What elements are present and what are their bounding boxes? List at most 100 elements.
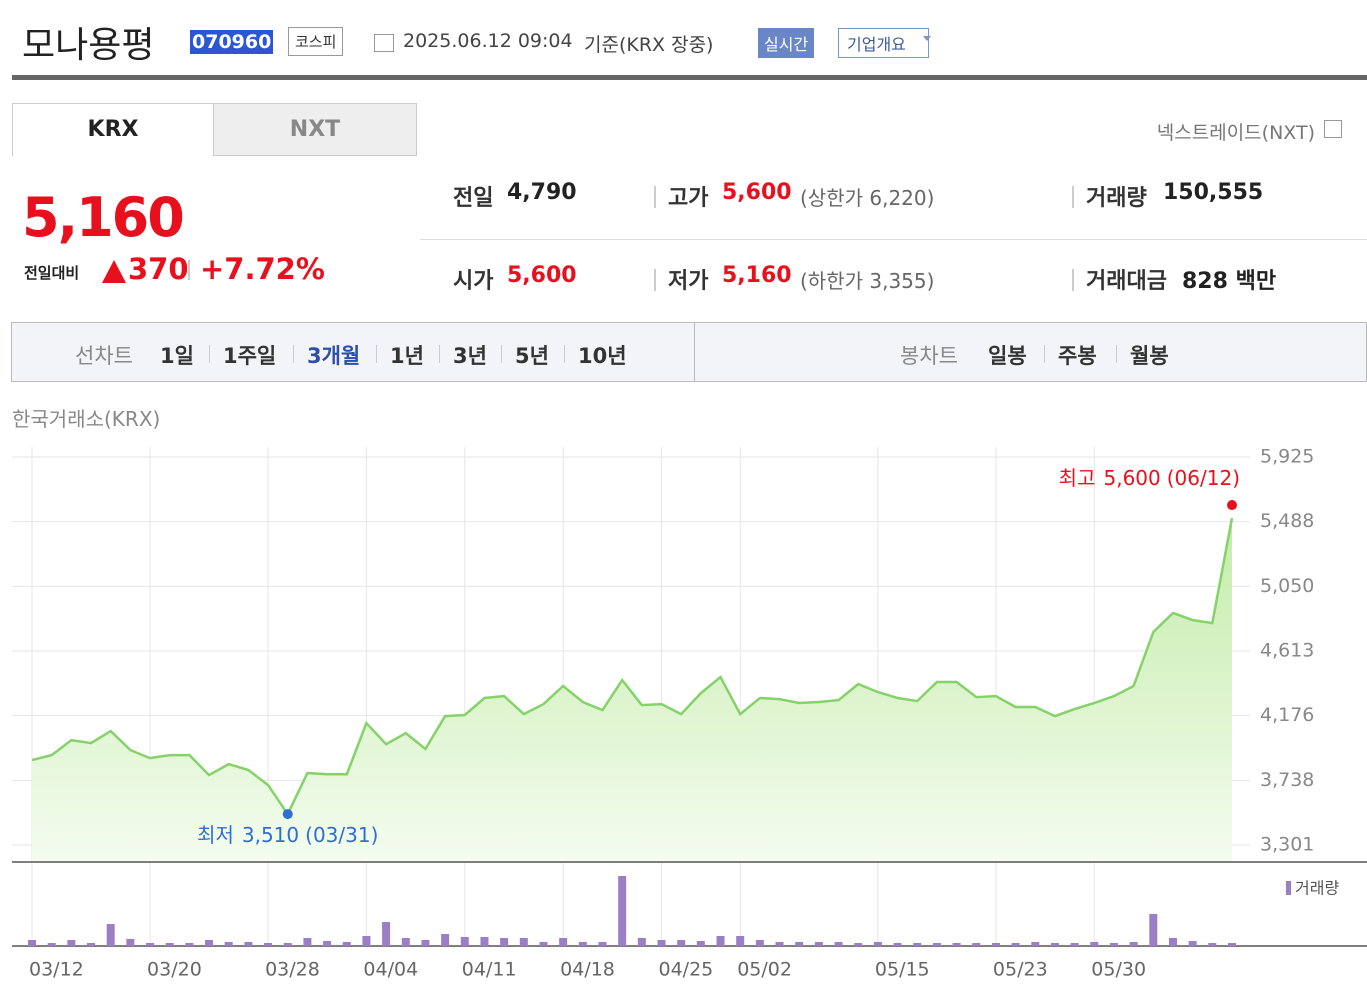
volume-bar [382, 922, 391, 946]
volume-bar [519, 938, 528, 946]
extreme-annotation: 최저 3,510 (03/31) [197, 823, 378, 847]
volume-bar [480, 937, 489, 946]
volume-bar [401, 938, 410, 946]
period-option[interactable]: 5년 [515, 344, 549, 368]
period-option[interactable]: 3년 [453, 344, 487, 368]
stat-label: 시가 [453, 269, 494, 294]
volume-bar [795, 942, 804, 946]
nxt-link[interactable]: 넥스트레이드(NXT) [1156, 122, 1315, 144]
period-option[interactable]: 1일 [160, 344, 194, 368]
extreme-marker [1227, 500, 1237, 511]
volume-bar [736, 936, 745, 946]
volume-bar [1109, 943, 1118, 946]
y-tick-label: 4,176 [1260, 704, 1314, 726]
y-tick-label: 5,925 [1260, 446, 1314, 468]
volume-bar [283, 943, 292, 946]
annotation-date: (03/31) [305, 823, 378, 847]
volume-legend-swatch [1286, 881, 1291, 895]
volume-bar [106, 924, 115, 946]
y-tick-label: 5,488 [1260, 510, 1314, 532]
tab-nxt[interactable]: NXT [213, 103, 417, 156]
stat-note: (상한가 6,220) [800, 186, 935, 210]
volume-legend: 거래량 [1295, 879, 1339, 898]
y-tick-label: 4,613 [1260, 639, 1314, 661]
volume-bar [775, 942, 784, 946]
stats-rule [420, 239, 1367, 240]
line-chart-label: 선차트 [75, 344, 133, 368]
candle-chart-label: 봉차트 [900, 344, 958, 368]
volume-bar [598, 942, 607, 946]
volume-bar [67, 940, 76, 946]
volume-bar [637, 938, 646, 946]
realtime-button[interactable]: 실시간 [758, 28, 815, 58]
volume-bar [87, 943, 96, 946]
stat-separator [1072, 269, 1074, 291]
period-separator [293, 345, 294, 363]
volume-bar [441, 934, 450, 946]
volume-bar [421, 940, 430, 946]
candle-option[interactable]: 주봉 [1058, 344, 1097, 368]
stat-value: 5,600 [722, 180, 792, 205]
period-separator [1044, 345, 1045, 363]
period-option[interactable]: 3개월 [307, 344, 361, 368]
volume-bar [1208, 943, 1217, 946]
x-tick-label: 04/11 [462, 959, 517, 981]
volume-bar [126, 939, 135, 946]
x-tick-label: 05/30 [1091, 959, 1146, 981]
stat-label: 고가 [668, 186, 709, 211]
stat-value: 5,160 [722, 263, 792, 288]
volume-bar [716, 936, 725, 946]
annotation-date: (06/12) [1167, 466, 1240, 490]
period-option[interactable]: 10년 [578, 344, 627, 368]
stat-note: (하한가 3,355) [800, 269, 935, 293]
change-label: 전일대비 [24, 264, 80, 282]
period-option[interactable]: 1년 [390, 344, 424, 368]
dropdown-arrow [923, 36, 931, 45]
annotation-value: 3,510 [242, 823, 299, 847]
stat-value: 828 백만 [1182, 269, 1277, 294]
volume-bar [1070, 943, 1079, 946]
volume-bar [1050, 943, 1059, 946]
volume-bar [460, 937, 469, 946]
x-tick-label: 03/20 [147, 959, 202, 981]
period-separator [501, 345, 502, 363]
period-separator [209, 345, 210, 363]
stat-label: 거래량 [1086, 186, 1147, 211]
volume-bar [991, 943, 1000, 946]
candle-option[interactable]: 일봉 [988, 344, 1027, 368]
period-option[interactable]: 1주일 [223, 344, 277, 368]
chart-source: 한국거래소(KRX) [12, 407, 161, 431]
stat-value: 5,600 [507, 263, 577, 288]
tab-krx[interactable]: KRX [12, 103, 214, 156]
stat-separator [654, 186, 656, 208]
y-tick-label: 3,738 [1260, 769, 1314, 791]
stat-value: 4,790 [507, 180, 577, 205]
volume-bar [873, 942, 882, 946]
volume-bar [677, 940, 686, 946]
timestamp-basis: 기준(KRX 장중) [584, 34, 714, 56]
calendar-icon [374, 34, 394, 52]
volume-bar [696, 941, 705, 946]
volume-bar [362, 936, 371, 946]
volume-bar [1149, 914, 1158, 946]
change-amount: 370 [128, 252, 189, 286]
stock-name: 모나용평 [22, 25, 155, 66]
volume-bar [323, 941, 332, 946]
volume-bar [932, 943, 941, 946]
volume-bar [657, 940, 666, 946]
volume-bar [303, 938, 312, 946]
volume-bar [342, 942, 351, 946]
volume-bar [854, 943, 863, 946]
market-badge: 코스피 [288, 27, 344, 56]
period-separator [376, 345, 377, 363]
change-rate: +7.72% [200, 252, 325, 286]
company-info-button[interactable]: 기업개요 [838, 28, 929, 58]
candle-option[interactable]: 월봉 [1130, 344, 1169, 368]
help-icon[interactable] [1324, 120, 1342, 138]
volume-bar [814, 942, 823, 946]
period-separator [564, 345, 565, 363]
volume-bar [28, 940, 36, 946]
price-line [31, 517, 1234, 817]
volume-bar [952, 943, 961, 946]
